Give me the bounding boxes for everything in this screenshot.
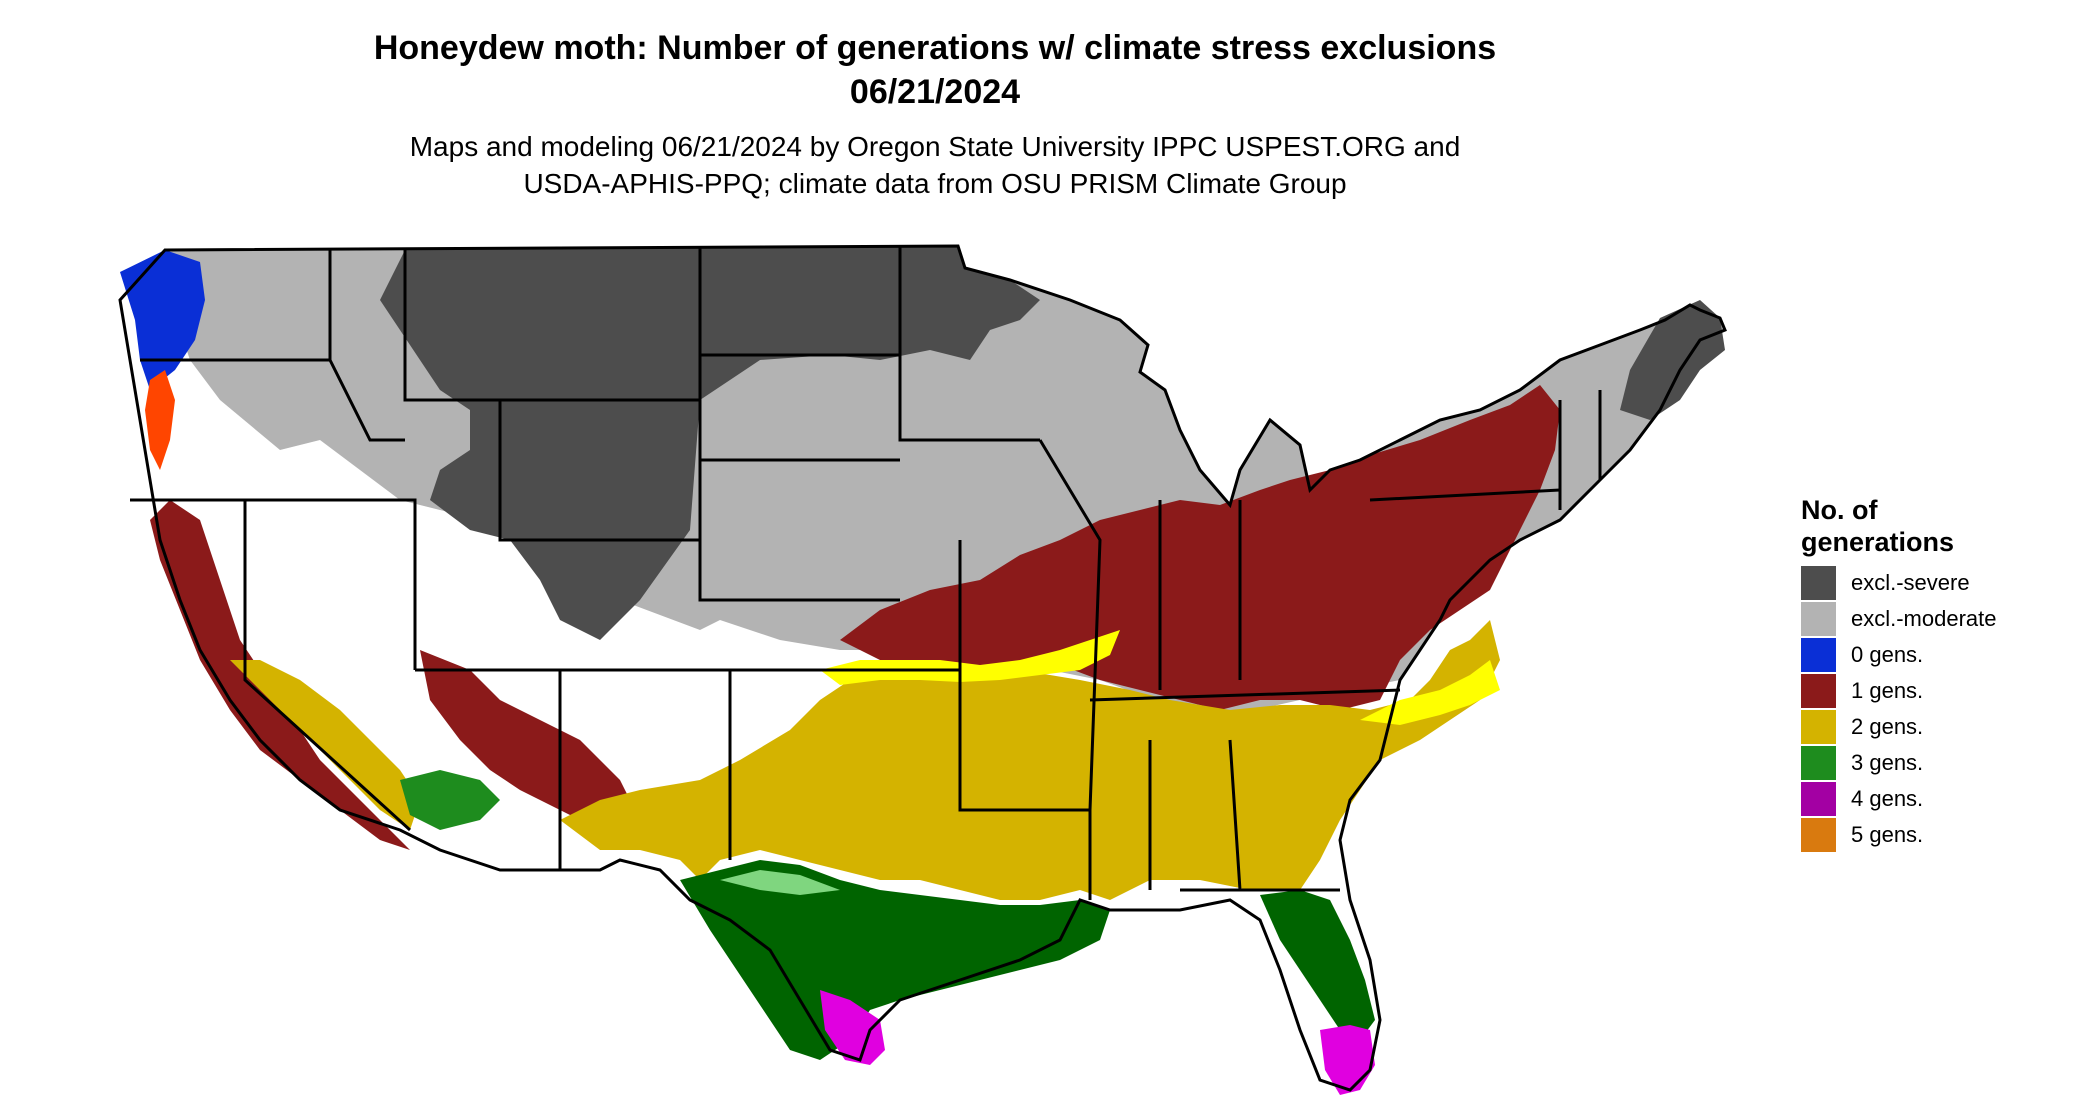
legend-label: excl.-severe <box>1851 570 1970 595</box>
legend-item-0-gens: 0 gens. <box>1801 638 1923 672</box>
border-dakotas <box>698 246 900 602</box>
legend-label: 5 gens. <box>1851 822 1924 847</box>
legend-item-1-gens: 1 gens. <box>1801 674 1923 708</box>
legend-item-4-gens: 4 gens. <box>1801 782 1923 816</box>
two-gens-south <box>560 620 1500 900</box>
two-gens-california <box>230 660 420 830</box>
legend-swatch <box>1801 674 1836 708</box>
border-mo <box>958 540 1090 812</box>
border-mt-wy <box>403 250 700 402</box>
border-ms-river <box>1038 439 1102 900</box>
legend-item-2-gens: 2 gens. <box>1801 710 1923 744</box>
zero-gens-pnw <box>120 250 205 390</box>
legend-label: 1 gens. <box>1851 678 1924 703</box>
legend-title-line1: No. of <box>1801 495 1878 525</box>
one-gen-great-basin-edge <box>420 650 640 830</box>
map-title-date: 06/21/2024 <box>849 73 1021 111</box>
legend-swatch <box>1801 602 1836 636</box>
three-gens-arizona <box>400 770 500 830</box>
one-gen-band-east <box>840 385 1560 710</box>
legend-label: 2 gens. <box>1851 714 1924 739</box>
border-id-mt <box>328 250 405 442</box>
legend-swatch <box>1801 818 1836 852</box>
border-pa-ny <box>1369 488 1561 502</box>
border-nv-ut <box>245 498 417 670</box>
state-borders <box>118 244 1727 1092</box>
legend-item-5-gens: 5 gens. <box>1801 818 1923 852</box>
severe-maine <box>1620 300 1725 420</box>
orange-red-oregon-coast <box>145 370 175 470</box>
map-subtitle-line1: Maps and modeling 06/21/2024 by Oregon S… <box>409 131 1461 162</box>
border-wy-co <box>498 400 700 542</box>
legend-title-line2: generations <box>1801 527 1955 557</box>
yellow-fringe-carolinas <box>1360 660 1500 725</box>
border-al-ga <box>1148 739 1242 891</box>
legend-swatch <box>1801 746 1836 780</box>
map-title-line1: Honeydew moth: Number of generations w/ … <box>373 29 1497 67</box>
four-gens-south-florida <box>1320 1025 1375 1095</box>
legend-item-excl-severe: excl.-severe <box>1801 566 1970 600</box>
map-subtitle-line2: USDA-APHIS-PPQ; climate data from OSU PR… <box>523 168 1347 199</box>
legend-label: 4 gens. <box>1851 786 1924 811</box>
conus-outline <box>118 244 1727 1092</box>
legend-swatch <box>1801 782 1836 816</box>
light-green-fringe <box>720 870 840 895</box>
legend-item-excl-moderate: excl.-moderate <box>1801 602 1997 636</box>
border-or-ca <box>130 498 412 832</box>
legend-swatch <box>1801 566 1836 600</box>
legend-label: 3 gens. <box>1851 750 1924 775</box>
four-gens-south-texas <box>820 990 885 1065</box>
border-new-england <box>1558 390 1602 510</box>
legend-label: 0 gens. <box>1851 642 1924 667</box>
border-mn-ia <box>898 246 1040 442</box>
three-gens-gulf <box>680 860 1110 1060</box>
legend-label: excl.-moderate <box>1851 606 1997 631</box>
legend-swatch <box>1801 638 1836 672</box>
border-tn-ky <box>1089 688 1401 702</box>
one-gen-band-west <box>150 500 410 850</box>
legend-item-3-gens: 3 gens. <box>1801 746 1923 780</box>
three-gens-florida <box>1260 890 1375 1040</box>
legend-swatch <box>1801 710 1836 744</box>
